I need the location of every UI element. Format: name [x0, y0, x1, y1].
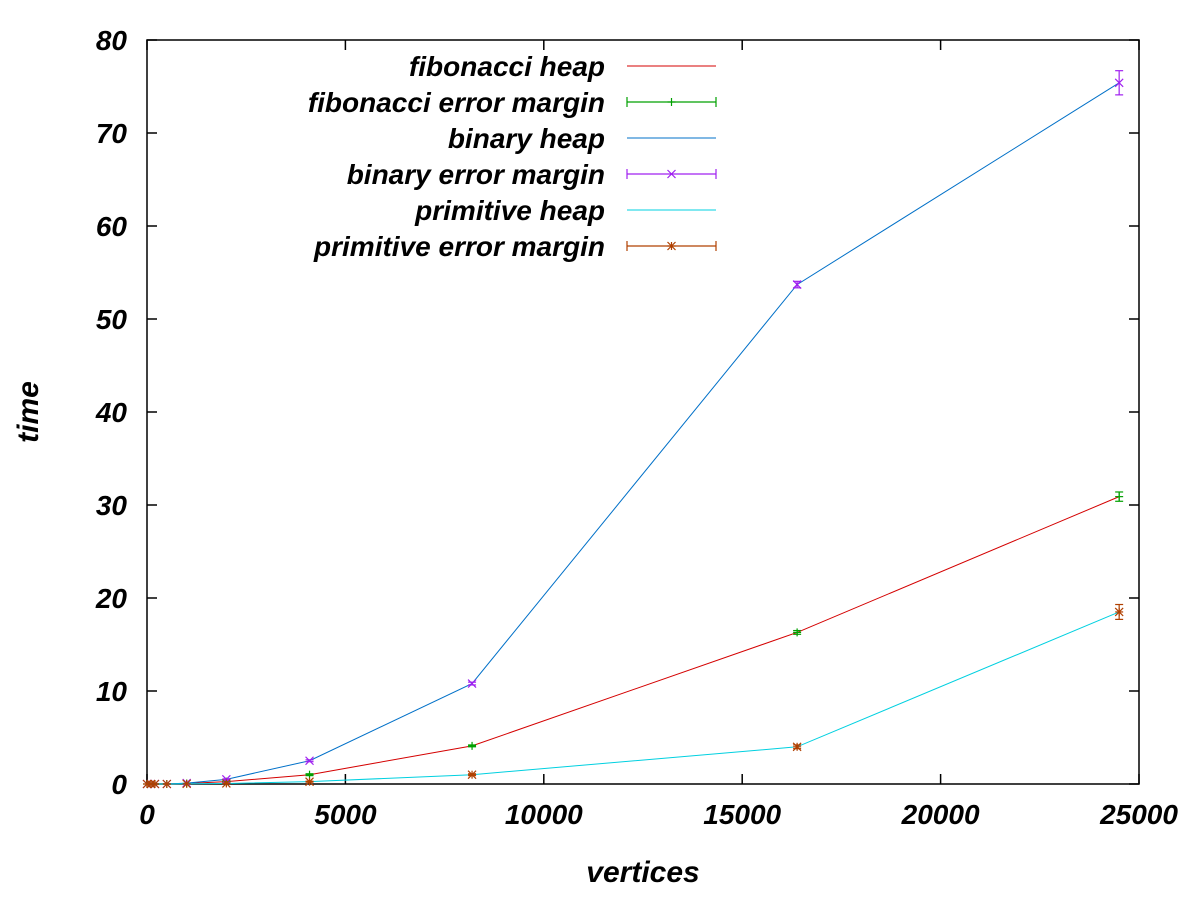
- legend-swatch-marker: [667, 169, 676, 179]
- legend: fibonacci heap fibonacci error margin bina…: [308, 51, 717, 262]
- x-tick-label: 10000: [505, 799, 583, 830]
- x-tick-label: 15000: [703, 799, 781, 830]
- legend-label: binary heap: [448, 123, 605, 154]
- legend-label: primitive error margin: [313, 231, 605, 262]
- data-point-marker: [793, 628, 802, 637]
- y-tick-label: 80: [96, 25, 128, 56]
- series-0: [147, 496, 1120, 785]
- data-point-marker: [792, 280, 802, 290]
- data-point-marker: [305, 770, 314, 779]
- tick-labels: 0 5000 10000 15000 20000 25000 0 10 20 30 40 50 60 70…: [95, 25, 1179, 830]
- series-2: [147, 82, 1120, 785]
- legend-label: primitive heap: [414, 195, 605, 226]
- x-tick-label: 0: [139, 799, 155, 830]
- y-tick-label: 40: [95, 397, 128, 428]
- y-tick-label: 30: [96, 490, 128, 521]
- x-axis-title: vertices: [586, 856, 699, 889]
- plot-frame: [146, 39, 1140, 785]
- data-point-marker: [1114, 607, 1124, 617]
- data-point-marker: [150, 779, 160, 789]
- series-line: [147, 496, 1120, 785]
- x-tick-label: 5000: [314, 799, 377, 830]
- data-point-marker: [221, 774, 231, 784]
- data-point-marker: [1114, 78, 1124, 88]
- y-tick-label: 50: [96, 304, 128, 335]
- x-tick-label: 20000: [901, 799, 980, 830]
- legend-item: binary heap: [448, 123, 716, 154]
- y-tick-label: 70: [96, 118, 128, 149]
- x-tick-label: 25000: [1099, 799, 1178, 830]
- legend-swatch-marker: [667, 98, 676, 106]
- data-point-marker: [221, 779, 231, 788]
- series-4: [147, 611, 1120, 785]
- legend-item: fibonacci heap: [409, 51, 716, 82]
- data-point-marker: [467, 770, 477, 780]
- y-tick-label: 0: [111, 769, 127, 800]
- legend-label: fibonacci heap: [409, 51, 605, 82]
- y-tick-label: 10: [96, 676, 128, 707]
- series-5: [142, 603, 1124, 789]
- y-tick-label: 20: [95, 583, 128, 614]
- data-point-marker: [468, 741, 477, 750]
- legend-item: primitive error margin: [313, 231, 717, 262]
- legend-item: fibonacci error margin: [308, 87, 717, 118]
- series-line: [147, 82, 1120, 785]
- data-point-marker: [162, 779, 172, 789]
- data-point-marker: [792, 742, 802, 752]
- series-line: [147, 611, 1120, 785]
- data-point-marker: [1115, 492, 1124, 501]
- legend-item: binary error margin: [347, 159, 717, 190]
- series-3: [142, 70, 1124, 789]
- legend-label: binary error margin: [347, 159, 605, 190]
- data-point-marker: [305, 756, 314, 766]
- series-1: [143, 491, 1124, 788]
- series-layer: [142, 70, 1124, 789]
- legend-item: primitive heap: [414, 195, 716, 226]
- legend-swatch-marker: [667, 241, 676, 251]
- axis-ticks: [146, 39, 1140, 785]
- y-axis-title: time: [12, 381, 45, 443]
- data-point-marker: [305, 777, 314, 787]
- y-tick-label: 60: [96, 211, 128, 242]
- legend-label: fibonacci error margin: [308, 87, 605, 118]
- data-point-marker: [182, 779, 192, 789]
- data-point-marker: [467, 679, 477, 688]
